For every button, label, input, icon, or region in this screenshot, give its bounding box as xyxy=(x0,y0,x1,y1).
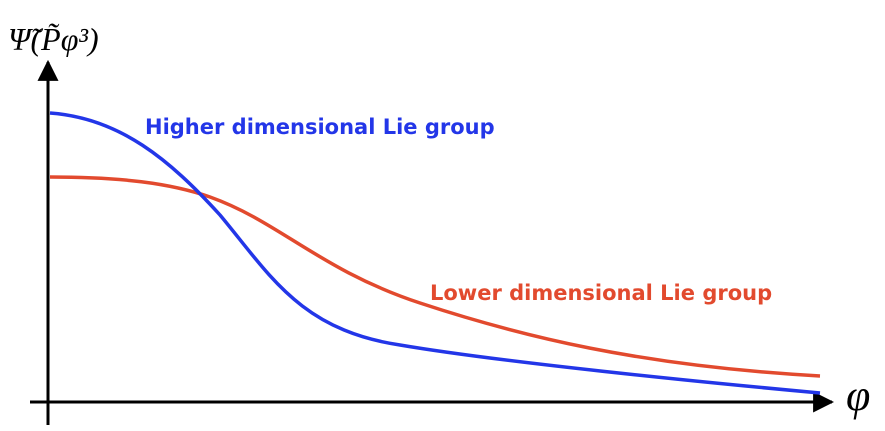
lower-curve xyxy=(49,175,821,378)
higher-curve xyxy=(49,111,821,395)
y-axis-label: Ψ̃(P̃φ³) xyxy=(8,21,99,57)
curve-label: Lower dimensional Lie group xyxy=(430,281,772,305)
curve-label: Higher dimensional Lie group xyxy=(145,115,495,139)
x-axis-label: φ xyxy=(846,371,870,420)
